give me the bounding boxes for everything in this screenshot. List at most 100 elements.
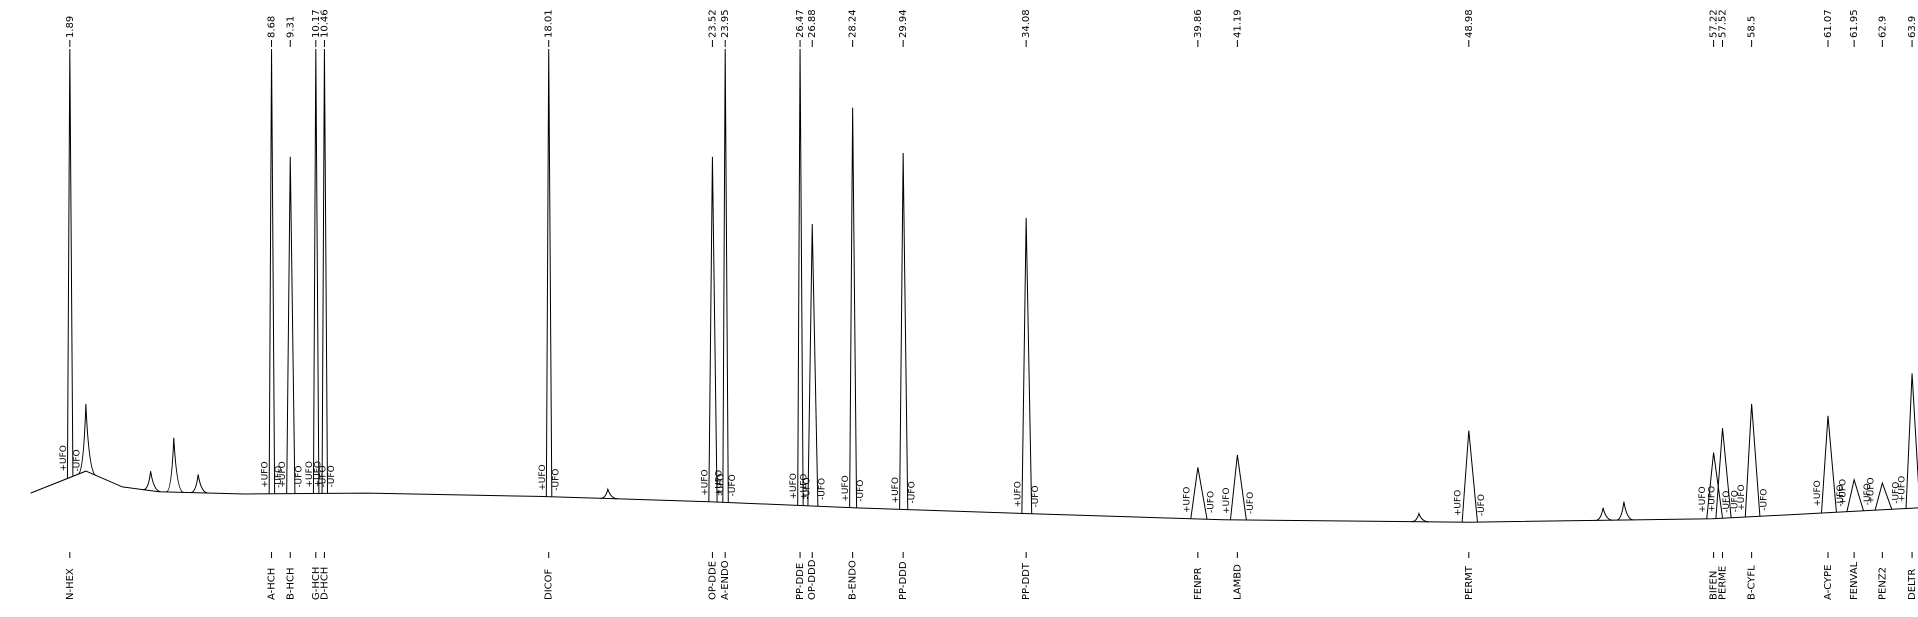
- rt-label: 9.31: [285, 16, 296, 38]
- compound-name: DICOF: [544, 568, 555, 600]
- compound-name: B-ENDO: [848, 560, 859, 600]
- event-start: +UFO: [1698, 486, 1708, 512]
- peak: [1021, 217, 1033, 514]
- compound-name: B-HCH: [285, 568, 296, 601]
- event-start: +UFO: [538, 464, 548, 490]
- event-start: +UFO: [278, 461, 288, 487]
- peak: [1744, 403, 1761, 518]
- compound-name: B-CYFL: [1747, 565, 1758, 600]
- rt-label: 10.46: [319, 9, 330, 38]
- compound-name: OP-DDD: [807, 559, 818, 600]
- event-start: +UFO: [59, 445, 69, 471]
- event-end: -UFO: [274, 466, 284, 488]
- rt-label: 62.9: [1877, 16, 1888, 38]
- peak: [286, 156, 296, 494]
- peak: [66, 48, 74, 479]
- minor-peak: [1616, 501, 1634, 521]
- event-end: -UFO: [1863, 483, 1873, 505]
- event-start: +UFO: [799, 474, 809, 500]
- rt-label: 8.68: [267, 16, 278, 38]
- event-start: +UFO: [891, 477, 901, 503]
- event-end: -UFO: [1836, 485, 1846, 507]
- compound-name: BIFEN: [1709, 571, 1720, 600]
- compound-name: FENPR: [1193, 567, 1204, 600]
- event-start: +UFO: [1867, 477, 1877, 503]
- compound-name: PERME: [1718, 566, 1729, 600]
- compound-name: PERMT: [1464, 565, 1475, 600]
- rt-label: 26.88: [807, 9, 818, 38]
- peak: [1874, 481, 1893, 511]
- compound-name: D-HCH: [319, 567, 330, 600]
- event-end: -UFO: [1731, 490, 1741, 512]
- event-start: +UFO: [700, 469, 710, 495]
- event-start: +UFO: [841, 475, 851, 501]
- event-end: -UFO: [907, 481, 917, 503]
- minor-peak: [166, 437, 184, 493]
- compound-name: FENVAL: [1849, 561, 1860, 600]
- event-start: +UFO: [1454, 490, 1464, 516]
- peak: [899, 152, 909, 510]
- event-end: -UFO: [294, 466, 304, 488]
- rt-label: 57.22: [1709, 9, 1720, 38]
- rt-label: 61.07: [1823, 9, 1834, 38]
- rt-label: 18.01: [544, 9, 555, 38]
- peak: [1846, 477, 1864, 512]
- minor-peak: [143, 471, 161, 493]
- peak: [312, 48, 320, 494]
- rt-label: 1.89: [65, 16, 76, 38]
- event-end: -UFO: [1031, 485, 1041, 507]
- peak: [1706, 452, 1724, 519]
- event-start: +UFO: [714, 470, 724, 496]
- peak: [1820, 415, 1837, 514]
- peak: [1905, 373, 1918, 509]
- compound-name: G-HCH: [311, 567, 322, 600]
- event-end: -UFO: [1477, 494, 1487, 516]
- compound-name: OP-DDE: [707, 561, 718, 600]
- event-end: -UFO: [817, 478, 827, 500]
- compound-name: A-CYPE: [1823, 565, 1834, 601]
- rt-label: 58.5: [1747, 16, 1758, 38]
- peak: [1190, 467, 1208, 520]
- rt-label: 23.52: [707, 9, 718, 38]
- rt-label: 29.94: [898, 9, 909, 38]
- rt-label: 26.47: [795, 9, 806, 38]
- event-end: -UFO: [318, 465, 328, 487]
- compound-name: PP-DDD: [898, 561, 909, 600]
- rt-label: 61.95: [1849, 9, 1860, 38]
- rt-label: 10.17: [311, 9, 322, 38]
- rt-label: 57.52: [1718, 9, 1729, 38]
- peak: [1229, 454, 1247, 521]
- event-start: +UFO: [314, 461, 324, 487]
- event-end: -UFO: [1207, 491, 1217, 513]
- event-start: +UFO: [789, 473, 799, 499]
- rt-label: 28.24: [848, 9, 859, 38]
- compound-name: PP-DDE: [795, 563, 806, 600]
- peak: [807, 224, 819, 507]
- event-start: +UFO: [1013, 481, 1023, 507]
- event-end: -UFO: [1722, 491, 1732, 513]
- event-end: -UFO: [1246, 492, 1256, 514]
- peak: [708, 156, 718, 503]
- event-end: -UFO: [803, 477, 813, 499]
- event-end: -UFO: [1891, 482, 1901, 504]
- event-start: +UFO: [1838, 479, 1848, 505]
- peak: [849, 107, 858, 508]
- minor-peak: [1411, 511, 1429, 523]
- minor-peak: [1595, 507, 1613, 521]
- minor-peak: [78, 403, 96, 476]
- event-end: -UFO: [856, 480, 866, 502]
- compound-name: N-HEX: [65, 568, 76, 600]
- compound-name: A-ENDO: [720, 560, 731, 600]
- event-start: +UFO: [261, 461, 271, 487]
- rt-label: 41.19: [1232, 9, 1243, 38]
- rt-label: 34.08: [1021, 9, 1032, 38]
- peak: [321, 48, 329, 494]
- peak: [797, 48, 804, 506]
- event-start: +UFO: [1737, 484, 1747, 510]
- peak: [1461, 430, 1478, 523]
- minor-peak: [190, 474, 208, 494]
- event-end: -UFO: [717, 474, 727, 496]
- peak: [722, 48, 729, 503]
